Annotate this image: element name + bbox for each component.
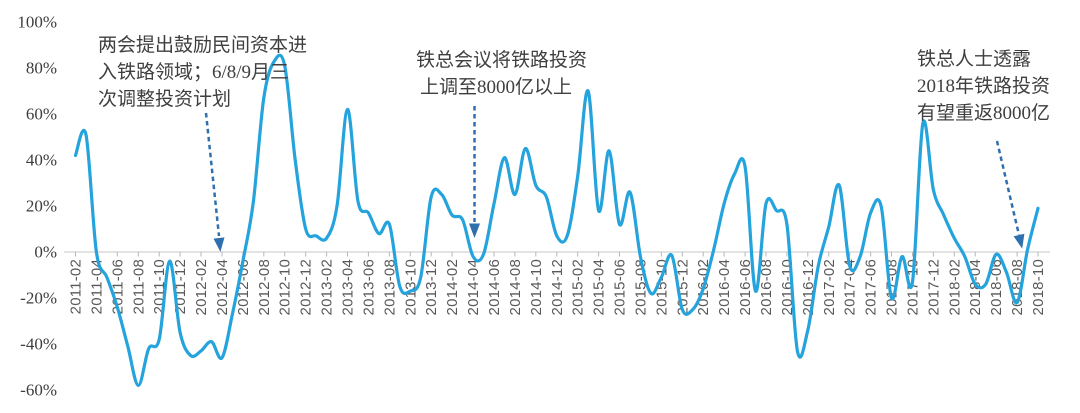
x-axis-label: 2013-08 [381,259,398,315]
x-axis-label: 2013-06 [360,259,377,315]
y-axis-label: -40% [20,335,57,354]
annotation-2-line-2: 上调至8000亿以上 [420,76,572,98]
x-axis-label: 2011-08 [130,259,147,314]
x-axis-label: 2014-06 [486,259,503,315]
annotation-2-arrow [469,106,480,238]
y-axis-label: 0% [34,243,57,262]
arrow-head [469,223,480,238]
x-axis-label: 2017-10 [905,259,922,315]
annotation-1-line-1: 两会提出鼓励民间资本进 [98,34,307,56]
x-axis-label: 2015-06 [612,259,629,315]
y-axis-label: 40% [26,151,57,170]
x-axis-label: 2016-08 [758,259,775,315]
annotation-1-line-3: 次调整投资计划 [98,88,231,110]
x-axis-label: 2011-02 [68,259,85,314]
x-axis-label: 2012-12 [298,259,315,315]
annotation-1-line-2: 入铁路领域；6/8/9月三 [98,61,289,83]
x-axis-label: 2012-02 [193,259,210,315]
x-axis-label: 2015-04 [591,259,608,315]
annotation-3-line-1: 铁总人士透露 [917,48,1031,70]
annotation-3-line-3: 有望重返8000亿 [917,102,1050,124]
x-axis-label: 2015-10 [653,259,670,315]
series-line [73,53,1040,388]
annotation-2-line-1: 铁总会议将铁路投资 [416,49,587,71]
annotation-1: 两会提出鼓励民间资本进 入铁路领域；6/8/9月三 次调整投资计划 [98,34,307,252]
x-axis-label: 2013-02 [319,259,336,315]
x-axis-label: 2017-02 [821,259,838,315]
x-axis-label: 2018-10 [1030,259,1047,315]
x-axis-label: 2017-04 [842,259,859,315]
x-axis-label: 2014-08 [507,259,524,315]
annotation-3-line-2: 2018年铁路投资 [917,75,1050,97]
x-axis-label: 2016-06 [737,259,754,315]
annotation-1-arrow [204,112,225,252]
x-axis-labels: 2011-02 2011-04 2011-06 2011-08 2011-10 2011-… [68,259,1048,315]
x-axis-label: 2018-06 [988,259,1005,315]
arrow-head [1013,233,1025,249]
y-axis-label: 100% [17,13,57,32]
arrow-stem [204,112,221,237]
annotation-3: 铁总人士透露 2018年铁路投资 有望重返8000亿 [917,48,1050,249]
annotation-2: 铁总会议将铁路投资 上调至8000亿以上 [416,49,587,238]
y-axis-label: 20% [26,197,57,216]
x-axis-ticks [75,252,1039,257]
x-axis-label: 2014-04 [465,259,482,315]
x-axis-label: 2012-04 [214,259,231,315]
x-axis-label: 2015-02 [570,259,587,315]
x-axis-label: 2016-04 [716,259,733,315]
x-axis-label: 2018-02 [946,259,963,315]
x-axis-label: 2011-04 [88,259,105,314]
x-axis-label: 2017-06 [863,259,880,315]
y-axis-label: 60% [26,105,57,124]
x-axis-label: 2013-12 [423,259,440,315]
y-axis-label: 80% [26,59,57,78]
x-axis-label: 2014-10 [528,259,545,315]
y-axis-label: -60% [20,381,57,400]
x-axis-label: 2017-12 [925,259,942,315]
y-axis-labels: 100% 80% 60% 40% 20% 0% -20% -40% -60% [17,13,57,400]
x-axis-label: 2014-02 [444,259,461,315]
x-axis-label: 2013-10 [402,259,419,315]
y-axis-label: -20% [20,289,57,308]
arrow-head [213,237,225,252]
x-axis-label: 2013-04 [340,259,357,315]
annotation-3-arrow [995,140,1025,249]
x-axis-label: 2014-12 [549,259,566,315]
x-axis-label: 2012-08 [256,259,273,315]
x-axis-label: 2015-12 [674,259,691,315]
arrow-stem [995,140,1021,236]
x-axis-label: 2012-10 [277,259,294,315]
